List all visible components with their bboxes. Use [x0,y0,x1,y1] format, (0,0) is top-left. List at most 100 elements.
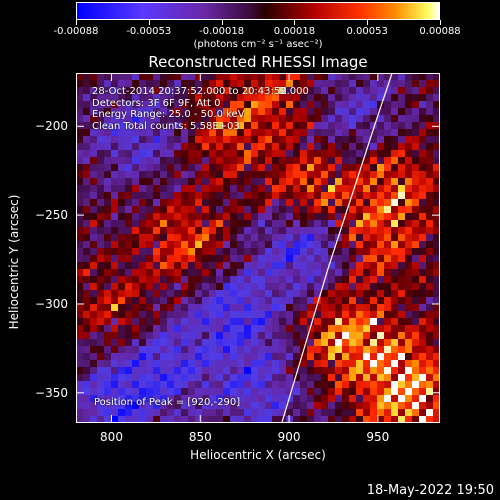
heatmap-cell [300,213,308,221]
heatmap-cell [300,234,308,242]
heatmap-cell [412,353,420,361]
heatmap-cell [202,269,210,277]
heatmap-cell [377,339,385,347]
heatmap-cell [167,269,175,277]
heatmap-cell [244,150,252,158]
heatmap-cell [174,227,182,235]
heatmap-cell [104,381,112,389]
heatmap-cell [167,346,175,354]
heatmap-cell [258,227,266,235]
heatmap-cell [335,416,343,423]
heatmap-cell [174,157,182,165]
heatmap-cell [370,171,378,179]
heatmap-cell [202,304,210,312]
heatmap-cell [195,234,203,242]
heatmap-cell [398,255,406,263]
heatmap-cell [244,318,252,326]
heatmap-cell [405,409,413,417]
heatmap-cell [167,101,175,109]
heatmap-cell [370,101,378,109]
heatmap-cell [342,101,350,109]
heatmap-cell [258,87,266,95]
heatmap-cell [349,304,357,312]
heatmap-cell [209,178,217,186]
heatmap-cell [286,311,294,319]
heatmap-cell [433,94,440,102]
heatmap-cell [153,136,161,144]
heatmap-cell [174,311,182,319]
heatmap-cell [188,199,196,207]
heatmap-cell [412,199,420,207]
heatmap-cell [146,227,154,235]
heatmap-cell [216,101,224,109]
heatmap-cell [314,381,322,389]
heatmap-cell [349,73,357,81]
heatmap-cell [412,213,420,221]
heatmap-cell [384,87,392,95]
heatmap-cell [83,122,91,130]
heatmap-cell [293,297,301,305]
heatmap-cell [426,143,434,151]
heatmap-cell [244,192,252,200]
heatmap-cell [125,416,133,423]
heatmap-cell [349,325,357,333]
heatmap-cell [286,248,294,256]
heatmap-cell [293,241,301,249]
heatmap-cell [237,164,245,172]
heatmap-cell [412,367,420,375]
x-tick-label: 850 [188,430,212,444]
heatmap-cell [272,143,280,151]
heatmap-cell [167,150,175,158]
heatmap-cell [104,94,112,102]
heatmap-cell [286,185,294,193]
heatmap-cell [111,234,119,242]
heatmap-cell [307,185,315,193]
heatmap-cell [216,178,224,186]
heatmap-cell [286,367,294,375]
heatmap-cell [195,269,203,277]
heatmap-cell [111,367,119,375]
heatmap-cell [307,332,315,340]
heatmap-cell [181,178,189,186]
heatmap-cell [230,360,238,368]
heatmap-cell [160,115,168,123]
heatmap-cell [167,360,175,368]
heatmap-cell [209,192,217,200]
heatmap-cell [153,164,161,172]
heatmap-cell [363,157,371,165]
heatmap-cell [111,143,119,151]
heatmap-cell [384,129,392,137]
heatmap-cell [363,339,371,347]
heatmap-cell [258,339,266,347]
heatmap-cell [167,199,175,207]
heatmap-cell [97,87,105,95]
heatmap-cell [265,318,273,326]
heatmap-cell [244,339,252,347]
heatmap-cell [419,409,427,417]
heatmap-cell [237,178,245,186]
heatmap-cell [104,346,112,354]
heatmap-cell [244,367,252,375]
heatmap-cell [244,101,252,109]
heatmap-cell [188,122,196,130]
heatmap-cell [223,346,231,354]
heatmap-cell [391,409,399,417]
heatmap-cell [118,115,126,123]
heatmap-cell [195,73,203,81]
heatmap-cell [433,101,440,109]
heatmap-cell [97,129,105,137]
heatmap-cell [139,374,147,382]
heatmap-cell [342,73,350,81]
heatmap-cell [188,115,196,123]
heatmap-cell [181,241,189,249]
heatmap-cell [335,346,343,354]
heatmap-cell [153,346,161,354]
heatmap-cell [153,80,161,88]
heatmap-cell [90,374,98,382]
heatmap-cell [349,234,357,242]
heatmap-cell [377,255,385,263]
heatmap-cell [335,143,343,151]
heatmap-cell [384,255,392,263]
heatmap-cell [412,409,420,417]
heatmap-cell [433,409,440,417]
